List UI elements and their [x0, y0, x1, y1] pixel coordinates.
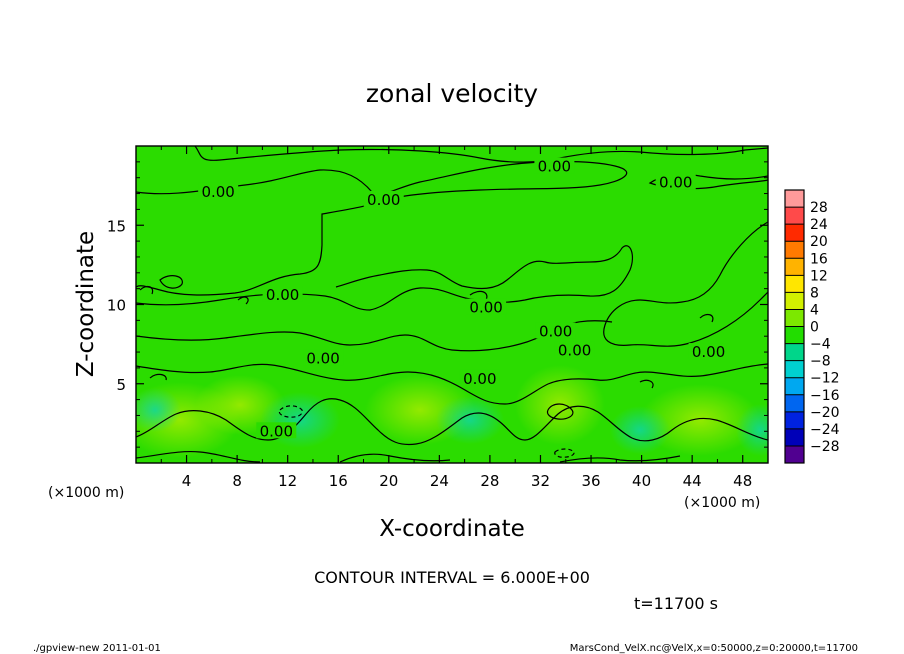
colorbar-swatch: [785, 190, 804, 208]
contour-label: 0.00: [469, 299, 502, 317]
x-tick-label: 28: [480, 472, 499, 490]
colorbar-swatch: [785, 326, 804, 345]
x-axis: 4 8 12 16 20 24 28 32 36 40 44 48: [160, 146, 752, 490]
colorbar-swatch: [785, 258, 804, 276]
colorbar-label: −16: [810, 388, 840, 404]
contour-label-bg: [459, 369, 500, 386]
y-axis-label: Z-coordinate: [73, 231, 99, 377]
x-tick-label: 16: [329, 472, 348, 490]
contour-label: 0.00: [306, 349, 339, 367]
contour-bottom: [136, 398, 768, 446]
footer-left: ./gpview-new 2011-01-01: [33, 643, 161, 654]
x-tick-label: 24: [430, 472, 449, 490]
chart-title: zonal velocity: [366, 79, 538, 108]
x-tick-label: 44: [683, 472, 702, 490]
plot-area: 0.00 0.000.000.000.000.000.000.000.000.00…: [136, 146, 768, 463]
contour-labels: 0.00 0.000.000.000.000.000.000.000.000.00…: [198, 157, 729, 440]
contour-dashed-2: [554, 448, 575, 458]
colorbar-swatch: [785, 207, 804, 225]
x-tick-label: 8: [232, 472, 242, 490]
contour-label: 0.00: [367, 191, 400, 209]
contour-label: 0.00: [260, 422, 293, 440]
colorbar-label: −12: [810, 371, 840, 387]
colorbar-swatch: [785, 445, 804, 464]
colorbar-label: 0: [810, 320, 819, 336]
contour-label-bg: [534, 157, 575, 174]
contour-label: 0.00: [659, 173, 692, 191]
footer-right: MarsCond_VelX.nc@VelX,x=0:50000,z=0:2000…: [570, 643, 858, 654]
colorbar-swatch: [785, 411, 804, 430]
contour-cell-1: [546, 403, 574, 420]
colorbar-label: 8: [810, 285, 819, 301]
y-axis: 5 10 15: [107, 161, 768, 448]
contour-label-bg: [688, 343, 729, 360]
contour-interval: CONTOUR INTERVAL = 6.000E+00: [314, 568, 590, 587]
colorbar-label: 4: [810, 302, 819, 318]
x-unit-right: (×1000 m): [684, 495, 760, 511]
contour-label: 0.00: [539, 322, 572, 340]
colorbar-swatch: [785, 224, 804, 242]
contour-lines: [136, 146, 768, 463]
colorbar-label: −4: [810, 337, 831, 353]
y-tick-label: 10: [107, 297, 126, 315]
x-tick-label: 12: [278, 472, 297, 490]
colorbar-label: 24: [810, 217, 828, 233]
contour-label-bg: [655, 173, 696, 190]
contour-dashed-1: [278, 405, 303, 418]
contour-label: 0.00: [463, 370, 496, 388]
colorbar-label: −28: [810, 439, 840, 455]
contour-mid: [136, 245, 634, 311]
colorbar-swatch: [785, 241, 804, 259]
colorbar-label: −24: [810, 422, 840, 438]
colorbar-label: −8: [810, 354, 831, 370]
x-unit-left: (×1000 m): [48, 485, 124, 501]
contour-bottom-2: [136, 450, 681, 463]
x-tick-label: 48: [733, 472, 752, 490]
contour-label: 0.00: [201, 183, 234, 201]
y-tick-label: 5: [116, 376, 126, 394]
colorbar-label: 20: [810, 234, 828, 250]
contour-small-islands: [139, 275, 714, 389]
contour-label: 0.00: [692, 343, 725, 361]
x-tick-label: 20: [379, 472, 398, 490]
x-tick-label: 32: [531, 472, 550, 490]
colorbar-swatch: [785, 275, 804, 293]
contour-label-bg: [554, 341, 595, 358]
time-label: t=11700 s: [634, 594, 718, 613]
colorbar-swatch: [785, 377, 804, 396]
contour-label-bg: [198, 182, 239, 199]
contour-mid-right: [603, 221, 768, 347]
colorbar-label: 28: [810, 200, 828, 216]
contour-upper-right: [648, 173, 768, 190]
contour-label-bg: [363, 190, 404, 207]
colorbar-label: −20: [810, 405, 840, 421]
colorbar-swatch: [785, 428, 804, 447]
x-axis-label: X-coordinate: [379, 516, 525, 542]
colorbar-swatch: [785, 292, 804, 310]
colorbar-swatch: [785, 360, 804, 379]
contour-label: 0.00: [558, 341, 591, 359]
contour-label: 0.00: [538, 158, 571, 176]
contour-top-band: [194, 146, 768, 163]
x-tick-label: 4: [182, 472, 192, 490]
colorbar-label: 12: [810, 268, 828, 284]
x-tick-label: 40: [632, 472, 651, 490]
x-tick-label: 36: [581, 472, 600, 490]
y-tick-label: 15: [107, 217, 126, 235]
contour-label-bg: [256, 422, 297, 439]
contour-label-bg: [466, 298, 507, 315]
contour-upper: [136, 160, 628, 296]
colorbar-swatch: [785, 343, 804, 362]
contour-label: 0.00: [266, 286, 299, 304]
contour-lower: [136, 363, 768, 405]
contour-label-bg: [303, 349, 344, 366]
colorbar-swatch: [785, 309, 804, 327]
contour-label-bg: [262, 285, 303, 302]
contour-label-bg: [535, 322, 576, 339]
colorbar-label: 16: [810, 251, 828, 267]
colorbar-swatch: [785, 394, 804, 413]
